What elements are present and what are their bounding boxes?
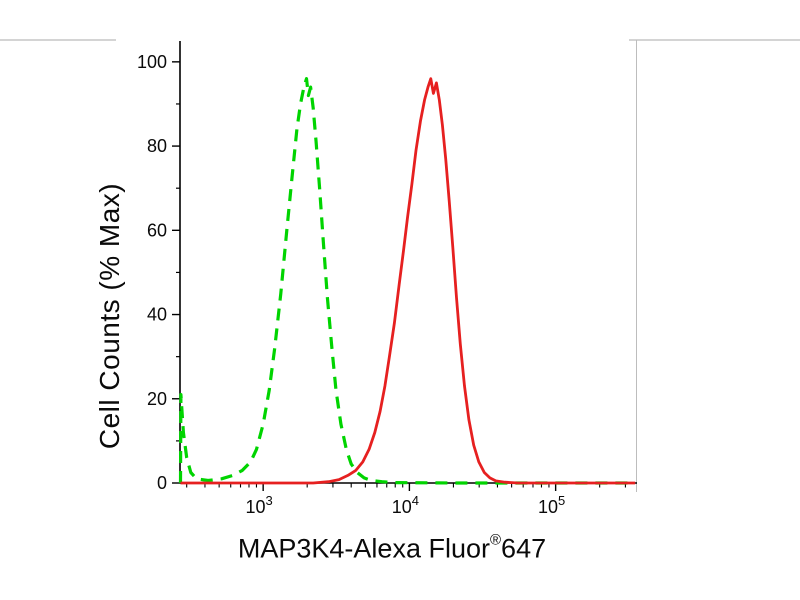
y-tick-label: 100 <box>137 52 167 72</box>
y-tick-label: 80 <box>147 136 167 156</box>
y-tick-label: 0 <box>157 473 167 493</box>
y-tick-label: 40 <box>147 305 167 325</box>
y-axis-ticks: 0 20 40 60 80 100 <box>137 52 180 493</box>
y-tick-label: 60 <box>147 220 167 240</box>
page-border-top-left <box>0 39 116 41</box>
x-axis-title-main: MAP3K4-Alexa Fluor <box>237 533 490 564</box>
x-axis-title: MAP3K4-Alexa Fluor®647 <box>237 531 547 565</box>
x-tick-label: 105 <box>538 493 565 517</box>
registered-trademark-symbol: ® <box>489 531 502 549</box>
curve-map3k4-stained <box>180 77 636 485</box>
axes <box>179 41 637 484</box>
x-tick-label: 103 <box>246 493 273 517</box>
y-axis-title: Cell Counts (% Max) <box>94 182 125 450</box>
x-axis-ticks: 103 104 105 <box>186 483 626 517</box>
curve-negative-control <box>178 77 636 485</box>
x-tick-label: 104 <box>392 493 419 517</box>
plot-right-border <box>636 40 637 492</box>
y-tick-label: 20 <box>147 389 167 409</box>
series-curves <box>178 77 636 485</box>
page-border-top-right <box>629 39 800 41</box>
x-axis-title-suffix: 647 <box>501 533 547 564</box>
